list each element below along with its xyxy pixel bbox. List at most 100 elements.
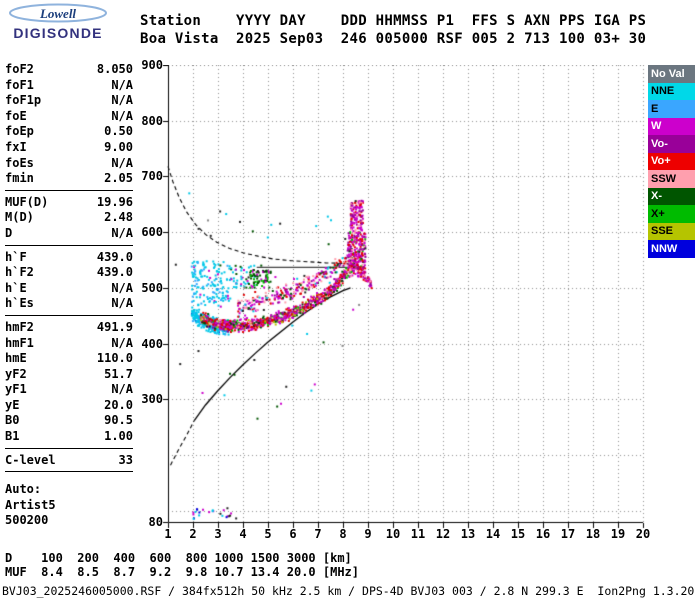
- legend-item-nnw: NNW: [648, 240, 695, 258]
- param-label: foEs: [5, 155, 34, 170]
- param-group-divider: [5, 244, 133, 246]
- x-tick-label: 3: [214, 527, 222, 541]
- param-row: fxI 9.00: [5, 140, 133, 156]
- y-tick-label: 800: [141, 113, 163, 128]
- y-tick-label: 300: [141, 392, 163, 407]
- y-tick-label: 700: [141, 169, 163, 184]
- param-value: N/A: [111, 280, 133, 295]
- param-row: h`F 439.0: [5, 250, 133, 266]
- logo-lowell-text: Lowell: [39, 6, 77, 21]
- param-row: C-level 33: [5, 453, 133, 469]
- param-label: foEp: [5, 124, 34, 139]
- legend-item-e: E: [648, 100, 695, 118]
- x-tick-label: 9: [364, 527, 372, 541]
- param-value: 110.0: [96, 351, 133, 366]
- lowell-digisonde-logo: Lowell DIGISONDE: [6, 3, 110, 50]
- legend-item-vo-: Vo-: [648, 135, 695, 153]
- y-tick-label: 600: [141, 225, 163, 240]
- param-row: yF1 N/A: [5, 382, 133, 398]
- param-row: foF1 N/A: [5, 78, 133, 94]
- logo-swoosh-icon: [9, 3, 107, 23]
- param-value: N/A: [111, 108, 133, 123]
- x-tick-label: 5: [264, 527, 272, 541]
- y-tick-label: 500: [141, 280, 163, 295]
- legend-item-x-: X-: [648, 187, 695, 205]
- x-tick-label: 15: [510, 527, 526, 541]
- param-row: foEs N/A: [5, 156, 133, 172]
- auto-line: Artist5: [5, 497, 56, 512]
- param-label: C-level: [5, 452, 56, 467]
- param-label: M(D): [5, 210, 34, 225]
- param-value: 19.96: [96, 194, 133, 209]
- station-header-row2: Boa Vista 2025 Sep03 246 005000 RSF 005 …: [140, 31, 647, 47]
- param-value: N/A: [111, 382, 133, 397]
- param-value: 439.0: [96, 249, 133, 264]
- param-value: 33: [118, 452, 133, 467]
- param-value: 8.050: [96, 62, 133, 76]
- legend-item-ssw: SSW: [648, 170, 695, 188]
- param-row: MUF(D) 19.96: [5, 195, 133, 211]
- parameter-panel: foF2 8.050 foF1 N/A foF1p N/A foE N/A foEp 0.50 fx…: [5, 62, 133, 529]
- param-row: yE 20.0: [5, 398, 133, 414]
- param-value: N/A: [111, 77, 133, 92]
- x-tick-label: 10: [385, 527, 401, 541]
- param-label: yF1: [5, 382, 27, 397]
- param-label: h`F2: [5, 265, 34, 280]
- param-row: foF2 8.050: [5, 62, 133, 78]
- param-row: h`F2 439.0: [5, 265, 133, 281]
- param-row: foEp 0.50: [5, 124, 133, 140]
- param-label: foE: [5, 108, 27, 123]
- logo-digisonde-text: DIGISONDE: [13, 25, 103, 41]
- param-value: N/A: [111, 296, 133, 311]
- param-group-divider: [5, 314, 133, 316]
- x-tick-label: 18: [585, 527, 601, 541]
- param-value: 2.48: [104, 210, 133, 225]
- param-value: 2.05: [104, 171, 133, 186]
- param-value: 1.00: [104, 429, 133, 444]
- x-tick-label: 11: [410, 527, 426, 541]
- x-tick-label: 2: [189, 527, 197, 541]
- param-row: hmF2 491.9: [5, 320, 133, 336]
- param-row: foF1p N/A: [5, 93, 133, 109]
- param-row: B1 1.00: [5, 429, 133, 445]
- y-tick-label: 900: [141, 58, 163, 72]
- legend-item-vo+: Vo+: [648, 152, 695, 170]
- param-value: N/A: [111, 93, 133, 108]
- param-label: h`F: [5, 249, 27, 264]
- auto-block: Auto: Artist5 500200: [5, 482, 133, 529]
- auto-line: Auto:: [5, 482, 42, 497]
- param-group-divider: [5, 471, 133, 473]
- legend-item-nne: NNE: [648, 82, 695, 100]
- auto-line: 500200: [5, 513, 49, 528]
- param-label: fxI: [5, 139, 27, 154]
- param-value: 20.0: [104, 397, 133, 412]
- param-row: h`Es N/A: [5, 296, 133, 312]
- legend-item-sse: SSE: [648, 222, 695, 240]
- param-label: hmE: [5, 351, 27, 366]
- legend-item-no-val: No Val: [648, 65, 695, 83]
- param-row: h`E N/A: [5, 281, 133, 297]
- param-row: yF2 51.7: [5, 367, 133, 383]
- x-tick-label: 14: [485, 527, 501, 541]
- param-label: h`Es: [5, 296, 34, 311]
- param-label: foF2: [5, 62, 34, 76]
- param-value: N/A: [111, 155, 133, 170]
- x-tick-label: 4: [239, 527, 247, 541]
- ionogram-canvas: [162, 65, 646, 529]
- param-label: B1: [5, 429, 20, 444]
- param-group-divider: [5, 189, 133, 191]
- param-row: M(D) 2.48: [5, 210, 133, 226]
- footer-line: BVJ03_2025246005000.RSF / 384fx512h 50 k…: [2, 584, 695, 598]
- param-label: MUF(D): [5, 194, 49, 209]
- x-tick-label: 13: [460, 527, 476, 541]
- x-tick-label: 19: [610, 527, 626, 541]
- param-label: D: [5, 225, 13, 240]
- x-tick-label: 12: [435, 527, 451, 541]
- muf-table: D 100 200 400 600 800 1000 1500 3000 [km…: [5, 551, 359, 579]
- y-tick-label: 80: [148, 515, 163, 529]
- legend: No Val NNE E W Vo- Vo+ SSW X- X+ SSE NNW: [648, 65, 695, 258]
- param-value: 9.00: [104, 139, 133, 154]
- x-tick-label: 6: [289, 527, 297, 541]
- x-tick-label: 1: [164, 527, 172, 541]
- param-label: yE: [5, 397, 20, 412]
